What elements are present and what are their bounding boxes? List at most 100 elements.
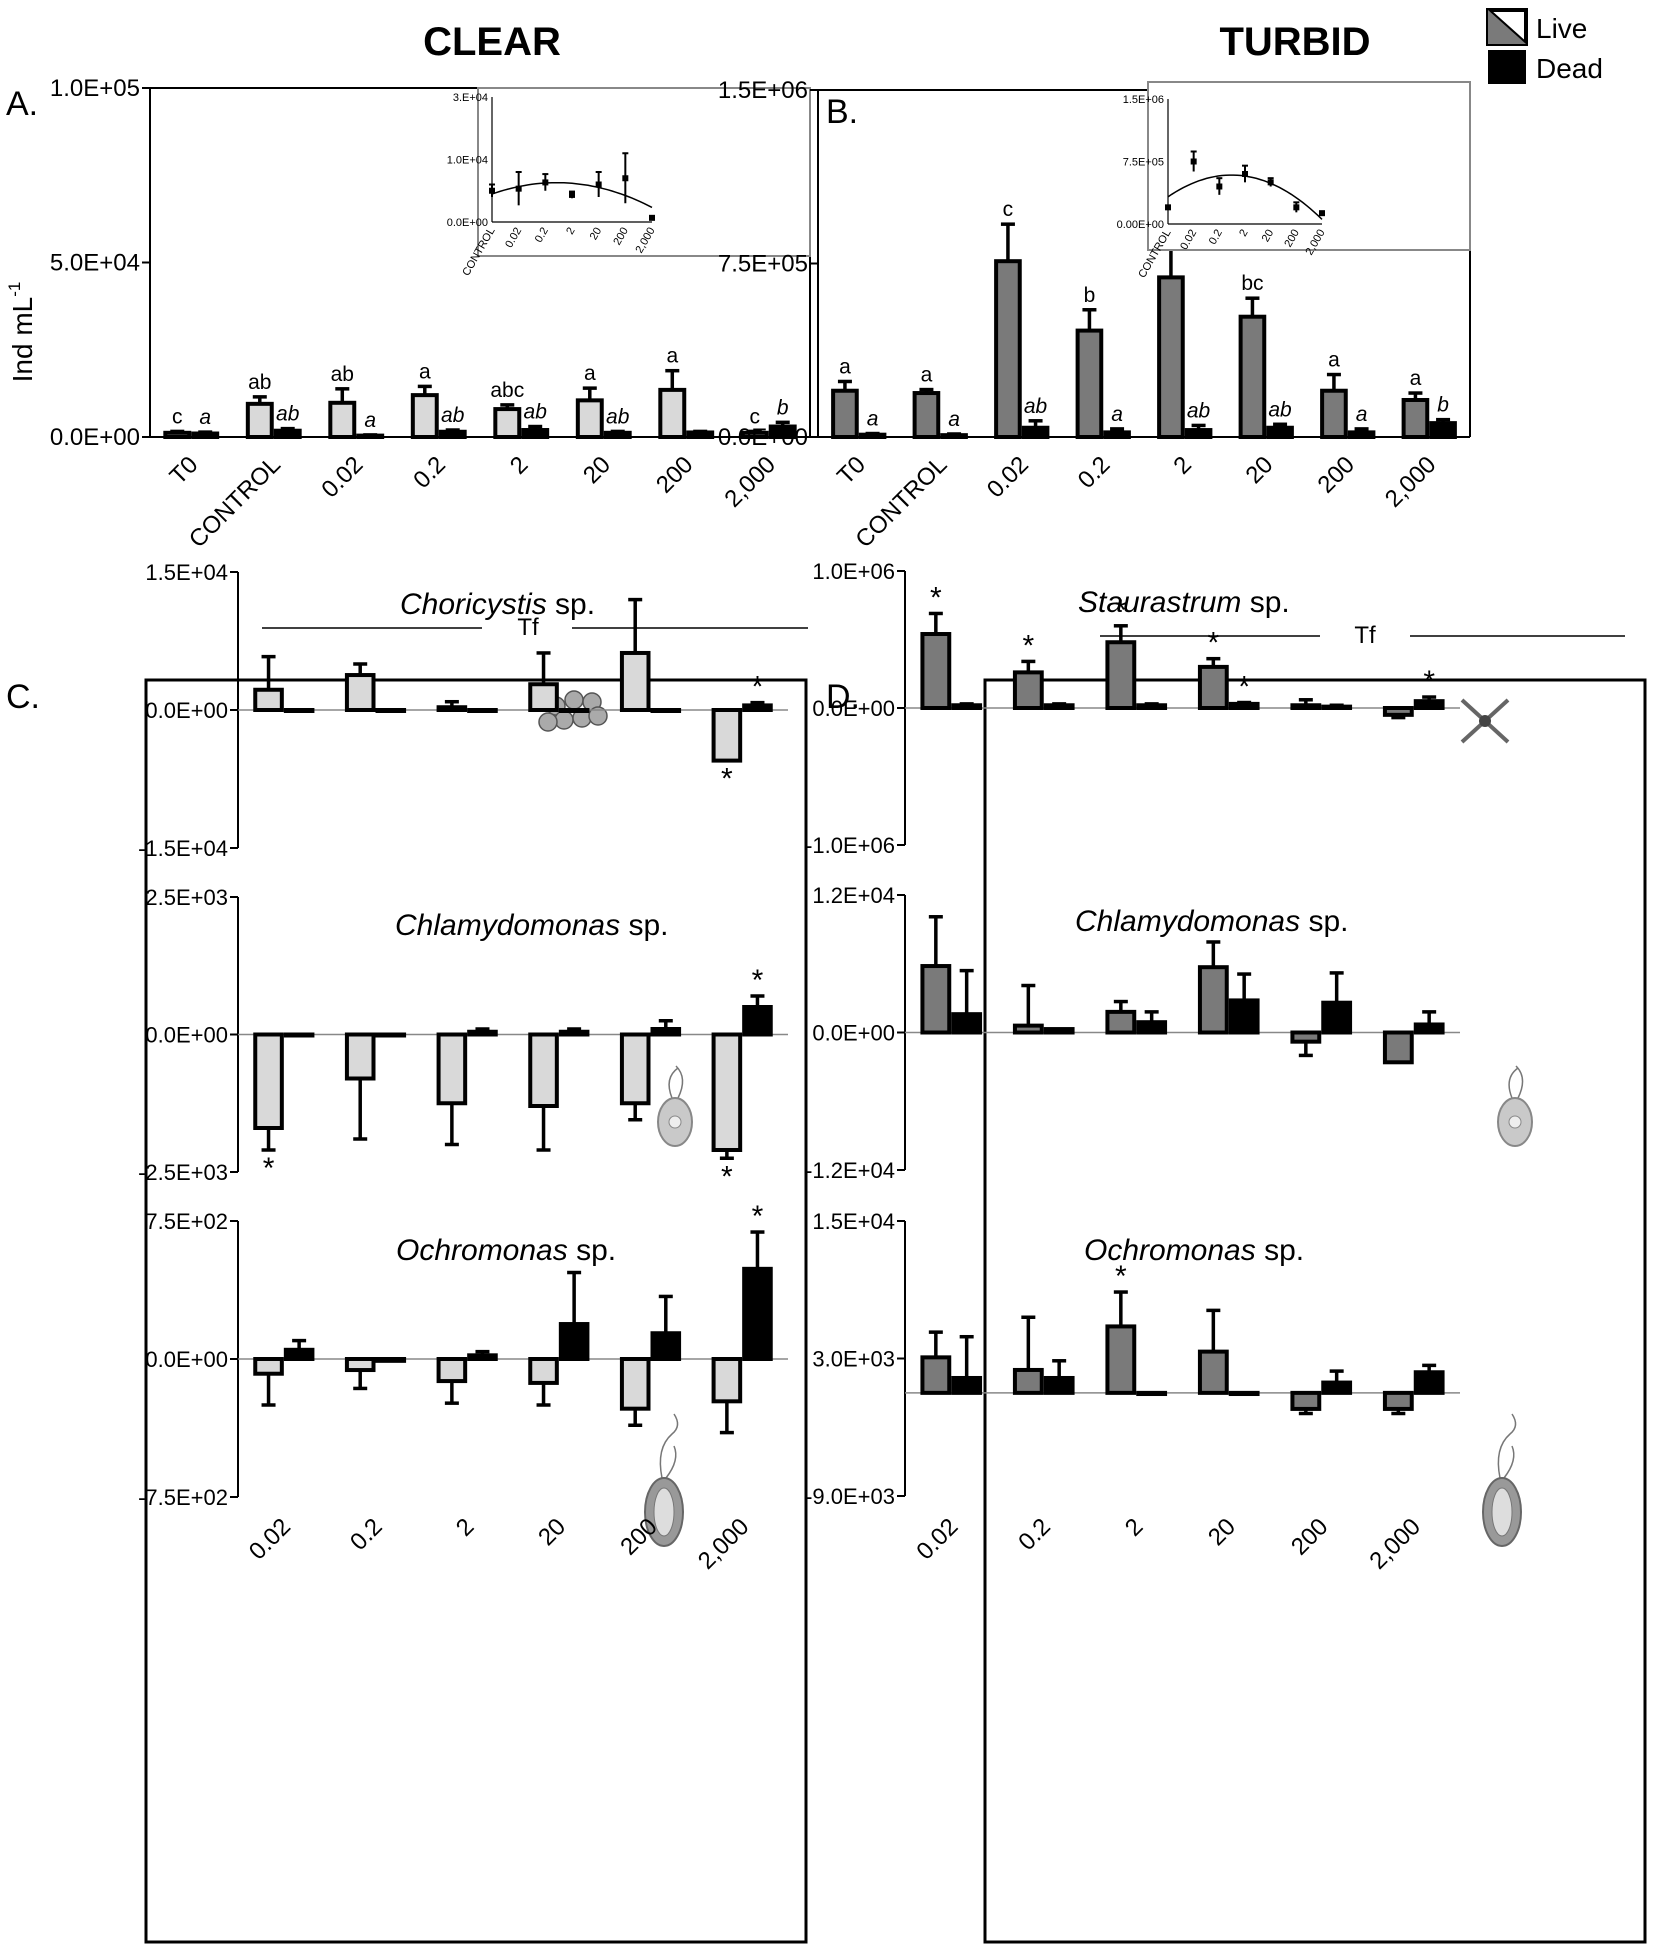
significance-letter: a	[199, 406, 211, 429]
inset-x-tick-label: 2	[1237, 228, 1250, 239]
star-desmid-icon	[1460, 698, 1510, 744]
y-tick-label: 7.5E+02	[145, 1209, 228, 1234]
species-label: Ochromonas sp.	[1084, 1234, 1304, 1267]
inset-y-tick-label: 1.5E+06	[1123, 94, 1164, 106]
significance-star: *	[1238, 671, 1250, 704]
y-tick-label: 5.0E+04	[50, 250, 140, 277]
bar-dead	[951, 703, 983, 711]
inset-y-tick-label: 3.E+04	[453, 92, 488, 104]
bar-dead	[558, 708, 590, 713]
significance-letter: abc	[490, 379, 524, 402]
bar-dead	[742, 1005, 773, 1037]
x-tick-label: 0.2	[1013, 1513, 1056, 1556]
y-tick-label: 1.5E+06	[718, 77, 808, 104]
x-tick-label: 200	[1313, 451, 1360, 498]
legend-dead-label: Dead	[1536, 53, 1603, 84]
significance-star: *	[721, 1160, 733, 1193]
bar-dead	[1136, 703, 1168, 711]
y-tick-label: 1.5E+04	[812, 1209, 895, 1234]
significance-star: *	[1423, 665, 1435, 698]
bar-dead	[283, 708, 315, 713]
significance-letter: ab	[441, 404, 465, 427]
colony-cell	[554, 710, 574, 730]
cell-icon	[657, 1065, 693, 1147]
bar-live	[253, 1032, 284, 1130]
significance-letter: b	[1437, 394, 1449, 417]
bar-dead	[273, 428, 302, 439]
species-suffix: sp.	[628, 909, 668, 942]
legend-live-label: Live	[1536, 13, 1587, 44]
bar-live	[1012, 1367, 1044, 1395]
species-name: Chlamydomonas	[395, 909, 620, 942]
bar-live	[1197, 1349, 1229, 1395]
bar-dead	[951, 1375, 983, 1395]
bar-live	[575, 398, 604, 440]
x-tick-label: T0	[832, 451, 871, 490]
bar-dead	[1429, 421, 1457, 439]
y-tick-label: 1.2E+04	[812, 883, 895, 908]
bar-live	[436, 705, 468, 712]
x-tick-label: 2	[451, 1513, 480, 1542]
bar-live	[436, 1357, 468, 1384]
bar-dead	[1228, 1390, 1260, 1397]
bar-dead	[1136, 1390, 1168, 1397]
significance-letter: ab	[1187, 399, 1211, 422]
inset-point	[1293, 204, 1300, 211]
bar-live	[1197, 664, 1229, 711]
inset-frame	[1147, 81, 1471, 251]
bar-live	[1290, 1390, 1322, 1411]
species-name: Choricystis	[400, 588, 547, 621]
bar-live	[831, 388, 859, 440]
significance-letter: a	[1111, 403, 1123, 426]
y-tick-label: 0.0E+00	[145, 698, 228, 723]
bar-live	[344, 1032, 376, 1081]
significance-letter: a	[867, 408, 879, 431]
x-tick-label: 0.02	[911, 1513, 963, 1565]
bar-live	[436, 1032, 468, 1106]
bar-live	[619, 650, 651, 713]
x-tick-label: 2,000	[1380, 451, 1442, 513]
bar-live	[920, 1355, 952, 1395]
bar-dead	[742, 1266, 773, 1361]
inset-trend-curve	[491, 181, 653, 209]
panel-d-frame	[983, 678, 1647, 1944]
y-axis-label-main: Ind mL	[7, 297, 38, 383]
bar-dead	[650, 1331, 682, 1361]
x-tick-label: 0.02	[982, 451, 1034, 503]
bar-live	[619, 1357, 651, 1411]
bar-dead	[283, 1347, 315, 1362]
species-label: Chlamydomonas sp.	[1075, 905, 1348, 938]
cell-nucleus	[668, 1115, 682, 1129]
bar-dead	[1321, 1000, 1353, 1035]
legend: Live Dead	[1486, 8, 1603, 84]
bar-dead	[558, 1322, 590, 1362]
y-tick-label: 0.0E+00	[812, 1021, 895, 1046]
significance-star: *	[930, 581, 942, 614]
x-tick-label: 200	[651, 451, 698, 498]
inset-y-tick-label: 0.00E+00	[1117, 219, 1164, 231]
inset-point	[1267, 179, 1274, 186]
bar-live	[1238, 314, 1267, 439]
significance-star: *	[1022, 629, 1034, 662]
bar-live	[1197, 965, 1229, 1035]
bar-dead	[375, 1357, 407, 1363]
bar-live	[1157, 275, 1185, 439]
y-tick-label: 1.5E+04	[145, 560, 228, 585]
inset-point	[515, 185, 522, 192]
inset-trend-curve	[1167, 174, 1323, 220]
bar-live	[344, 673, 376, 712]
bar-live	[1075, 328, 1104, 439]
bar-live	[245, 401, 274, 439]
bar-live	[1105, 1324, 1137, 1395]
bar-dead	[1413, 1022, 1445, 1035]
x-tick-label: 0.02	[244, 1513, 296, 1565]
y-tick-label: -9.0E+03	[805, 1484, 895, 1509]
flagellate-cell-icon	[1482, 1413, 1522, 1547]
significance-star: *	[1115, 594, 1127, 627]
bar-dead	[375, 1032, 407, 1038]
bar-live	[1382, 706, 1414, 717]
significance-letter: c	[750, 405, 761, 428]
bar-live	[1012, 670, 1044, 711]
significance-letter: c	[172, 405, 183, 428]
